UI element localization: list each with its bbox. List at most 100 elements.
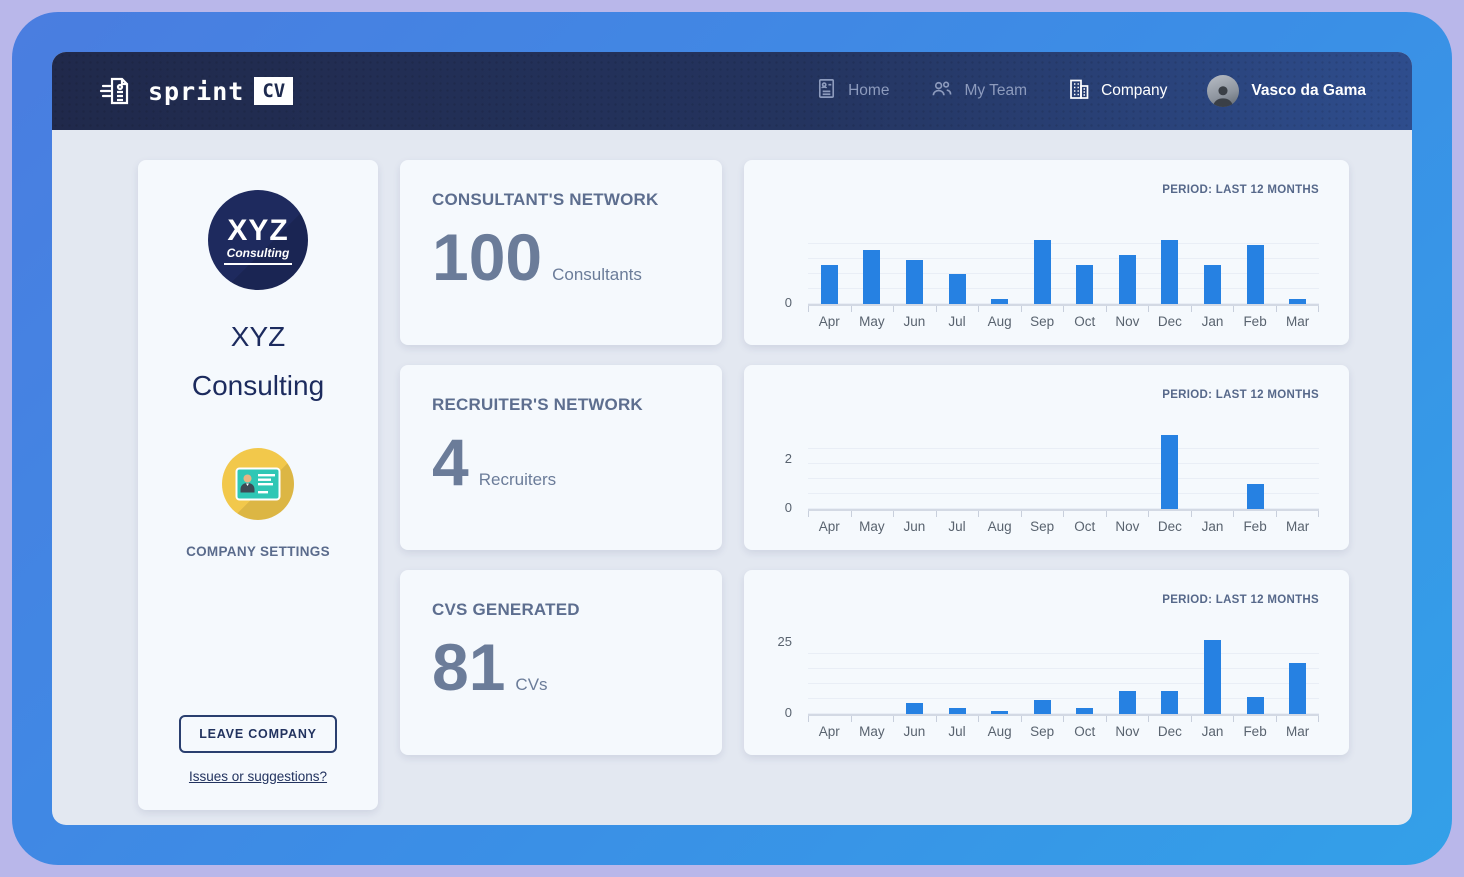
nav-item-home[interactable]: Home [815, 77, 889, 105]
y-tick-label: 0 [784, 500, 792, 515]
period-label: PERIOD: LAST 12 MONTHS [1162, 594, 1319, 606]
stat-unit-recruiters: Recruiters [478, 470, 557, 489]
x-tick-label: Mar [1286, 314, 1310, 329]
bar-slot-aug [978, 299, 1021, 304]
nav-item-my-team[interactable]: My Team [929, 77, 1027, 105]
x-tick-label: Jun [903, 519, 926, 534]
nav-item-company[interactable]: Company [1067, 77, 1167, 106]
bar-feb [1246, 244, 1264, 304]
y-tick-label: 25 [777, 633, 792, 649]
x-axis-labels: Apr May Jun Jul Aug Sep Oct Nov Dec Jan Feb Mar [808, 724, 1319, 739]
bars-area [808, 230, 1319, 304]
x-axis-labels: Apr May Jun Jul Aug Sep Oct Nov Dec Jan Feb Mar [808, 314, 1319, 329]
x-axis-line [808, 509, 1319, 511]
x-tick-label: May [859, 724, 885, 739]
app-window: sprint CV Home [52, 52, 1412, 825]
x-tick-label: Nov [1115, 724, 1140, 739]
company-logo-subtext: Consulting [223, 246, 293, 265]
y-tick-label: 2 [784, 450, 792, 466]
bar-jul [948, 708, 966, 714]
x-axis-ticks [808, 716, 1319, 722]
y-tick-label: 0 [784, 705, 792, 720]
sprint-cv-logo[interactable]: sprint CV [98, 71, 294, 111]
bar-slot-oct [1063, 708, 1106, 714]
x-tick-label: Jan [1201, 519, 1224, 534]
x-tick-label: Feb [1243, 519, 1267, 534]
bar-oct [1076, 264, 1094, 304]
x-tick-label: Jul [948, 314, 966, 329]
bar-slot-nov [1106, 254, 1149, 304]
bar-feb [1246, 484, 1264, 509]
company-name: XYZ Consulting [191, 321, 325, 401]
x-tick-label: Jul [948, 519, 966, 534]
bar-dec [1161, 435, 1179, 509]
y-axis-labels: 0 25 [760, 634, 808, 739]
home-cv-icon [815, 77, 838, 105]
stat-unit-consultants: Consultants [552, 265, 642, 284]
x-axis-labels: Apr May Jun Jul Aug Sep Oct Nov Dec Jan Feb Mar [808, 519, 1319, 534]
bar-feb [1246, 696, 1264, 714]
stat-value-cvs: 81 [432, 630, 506, 704]
x-tick-label: Aug [987, 724, 1012, 739]
bar-dec [1161, 239, 1179, 304]
x-tick-label: Jun [903, 724, 926, 739]
x-axis-line [808, 714, 1319, 716]
bar-slot-may [851, 249, 894, 304]
x-tick-label: Jan [1201, 314, 1224, 329]
x-tick-label: Dec [1157, 724, 1182, 739]
chart-card-cvs: PERIOD: LAST 12 MONTHS 0 25 Apr May Jun Jul Au… [744, 570, 1349, 755]
bar-slot-dec [1149, 435, 1192, 509]
recruiters-bar-chart: 0 2 Apr May Jun Jul Aug Sep Oct Nov Dec Jan Feb Mar [760, 435, 1319, 534]
brand-text: sprint [148, 76, 245, 106]
nav-label-my-team: My Team [964, 82, 1028, 99]
bar-sep [1033, 239, 1051, 304]
x-tick-label: Oct [1074, 519, 1096, 534]
x-tick-label: Nov [1115, 314, 1140, 329]
x-tick-label: Feb [1243, 314, 1267, 329]
bar-nov [1118, 691, 1136, 714]
x-tick-label: Sep [1030, 724, 1055, 739]
bar-jan [1203, 264, 1221, 304]
bar-slot-dec [1149, 239, 1192, 304]
bar-jun [905, 702, 923, 714]
period-label: PERIOD: LAST 12 MONTHS [1162, 184, 1319, 196]
bar-slot-jan [1191, 264, 1234, 304]
x-tick-label: Aug [987, 314, 1012, 329]
bar-oct [1076, 708, 1094, 714]
x-tick-label: Mar [1286, 519, 1310, 534]
leave-company-button[interactable]: LEAVE COMPANY [179, 715, 337, 753]
x-tick-label: Sep [1030, 519, 1055, 534]
x-tick-label: May [859, 314, 885, 329]
y-tick-label: 0 [784, 295, 792, 310]
stat-card-consultants: CONSULTANT'S NETWORK 100 Consultants [400, 160, 722, 345]
x-tick-label: Nov [1115, 519, 1140, 534]
cvs-bar-chart: 0 25 Apr May Jun Jul Aug Sep Oct Nov Dec Jan Feb Mar [760, 634, 1319, 739]
bar-slot-apr [808, 264, 851, 304]
x-tick-label: Jul [948, 724, 966, 739]
bar-jul [948, 274, 966, 304]
company-settings-label: COMPANY SETTINGS [186, 544, 330, 559]
bar-jan [1203, 640, 1221, 714]
x-tick-label: Oct [1074, 314, 1096, 329]
period-label: PERIOD: LAST 12 MONTHS [1162, 389, 1319, 401]
x-tick-label: Jan [1201, 724, 1224, 739]
x-axis-ticks [808, 306, 1319, 312]
x-tick-label: Oct [1074, 724, 1096, 739]
bar-slot-mar [1276, 662, 1319, 714]
stat-card-recruiters: RECRUITER'S NETWORK 4 Recruiters [400, 365, 722, 550]
y-axis-labels: 0 [760, 230, 808, 329]
building-icon [1067, 77, 1091, 106]
user-menu[interactable]: Vasco da Gama [1207, 75, 1366, 107]
user-avatar [1207, 75, 1240, 107]
x-tick-label: Mar [1286, 724, 1310, 739]
x-tick-label: May [859, 519, 885, 534]
x-tick-label: Dec [1157, 314, 1182, 329]
company-settings-button[interactable]: COMPANY SETTINGS [186, 448, 330, 559]
bar-sep [1033, 699, 1051, 714]
sprint-cv-document-icon [98, 71, 138, 111]
window-frame: sprint CV Home [12, 12, 1452, 865]
bar-slot-feb [1234, 244, 1277, 304]
brand-cv-badge: CV [254, 77, 294, 105]
issues-suggestions-link[interactable]: Issues or suggestions? [188, 769, 328, 784]
x-tick-label: Feb [1243, 724, 1267, 739]
